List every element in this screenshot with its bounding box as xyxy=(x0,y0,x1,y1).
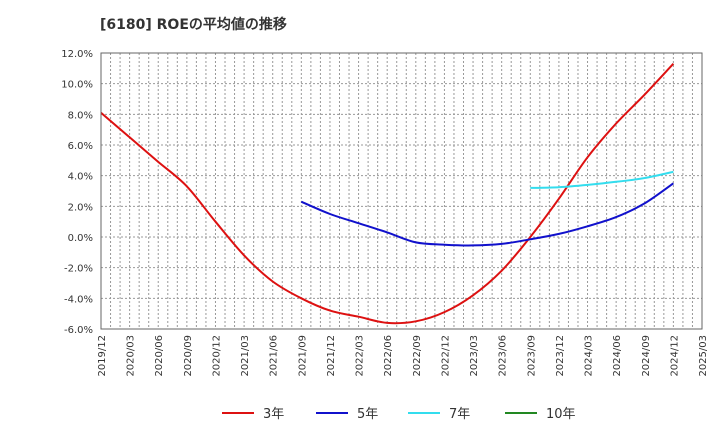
y-tick-label: 8.0% xyxy=(68,110,93,121)
x-tick-label: 2019/12 xyxy=(97,335,108,377)
x-tick-label: 2024/03 xyxy=(584,335,595,377)
x-tick-label: 2023/06 xyxy=(498,335,509,377)
y-axis: 12.0% 10.0% 8.0% 6.0% 4.0% 2.0% 0.0% -2.0% -4.0%… xyxy=(61,49,93,336)
x-tick-label: 2024/09 xyxy=(641,335,652,377)
x-tick-label: 2021/06 xyxy=(269,335,280,377)
y-tick-label: 4.0% xyxy=(68,172,93,183)
x-tick-label: 2020/12 xyxy=(211,335,222,377)
x-tick-label: 2023/03 xyxy=(469,335,480,377)
legend-label: 5年 xyxy=(357,407,378,422)
y-tick-label: 12.0% xyxy=(61,49,93,60)
x-tick-label: 2020/03 xyxy=(126,335,137,377)
y-tick-label: -6.0% xyxy=(64,325,93,336)
x-tick-label: 2022/09 xyxy=(412,335,423,377)
plot-border xyxy=(100,52,703,330)
x-tick-label: 2022/12 xyxy=(440,335,451,377)
y-tick-label: -2.0% xyxy=(64,264,93,275)
legend-label: 3年 xyxy=(263,407,284,422)
chart-title: [6180] ROEの平均値の推移 xyxy=(100,17,287,33)
x-tick-label: 2021/03 xyxy=(240,335,251,377)
x-tick-label: 2021/09 xyxy=(297,335,308,377)
x-tick-label: 2021/12 xyxy=(326,335,337,377)
x-tick-label: 2023/12 xyxy=(555,335,566,377)
series-group xyxy=(100,63,675,325)
x-tick-label: 2023/09 xyxy=(526,335,537,377)
y-tick-label: -4.0% xyxy=(64,294,93,305)
series-line-1 xyxy=(300,182,674,247)
y-tick-label: 0.0% xyxy=(68,233,93,244)
x-tick-label: 2020/06 xyxy=(154,335,165,377)
legend: 3年 5年 7年 10年 xyxy=(222,407,576,422)
x-tick-label: 2022/06 xyxy=(383,335,394,377)
legend-label: 10年 xyxy=(546,407,576,422)
x-tick-label: 2024/12 xyxy=(669,335,680,377)
y-tick-label: 2.0% xyxy=(68,202,93,213)
series-line-0 xyxy=(100,63,675,325)
x-tick-label: 2025/03 xyxy=(698,335,709,377)
x-tick-label: 2022/03 xyxy=(355,335,366,377)
y-tick-label: 6.0% xyxy=(68,141,93,152)
x-tick-label: 2020/09 xyxy=(183,335,194,377)
plot-area xyxy=(101,53,702,329)
series-line-2 xyxy=(530,170,674,189)
x-axis: 2019/12 2020/03 2020/06 2020/09 2020/12 2021/… xyxy=(97,335,709,377)
legend-label: 7年 xyxy=(449,407,470,422)
x-tick-label: 2024/06 xyxy=(612,335,623,377)
y-tick-label: 10.0% xyxy=(61,80,93,91)
